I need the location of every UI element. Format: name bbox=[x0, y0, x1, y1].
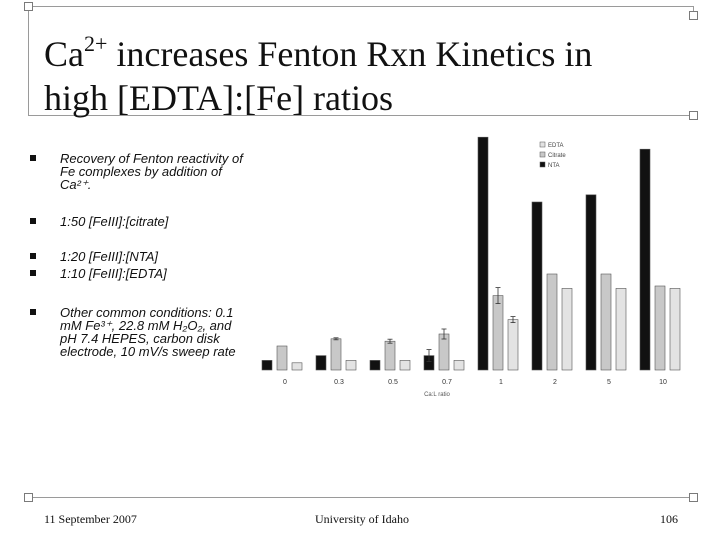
bar-nta-1 bbox=[477, 136, 489, 371]
bullet-text: 1:50 [FeIII]:[citrate] bbox=[60, 214, 169, 229]
frame-divider-line bbox=[28, 115, 694, 116]
footer-institution: University of Idaho bbox=[315, 512, 409, 526]
x-tick-label: 5 bbox=[607, 379, 611, 386]
frame-corner-top-right bbox=[689, 11, 698, 20]
bullet-text: 1:10 [FeIII]:[EDTA] bbox=[60, 266, 167, 281]
bar-citrate-1 bbox=[492, 295, 504, 371]
legend-swatch-nta bbox=[539, 161, 546, 168]
x-axis-label: Ca:L ratio bbox=[424, 392, 450, 398]
bullet-square-icon bbox=[30, 218, 36, 224]
bar-chart: 0 0.3 0.5 0.7 1 2 5 10 Ca:L ratio EDTA Citrate NTA bbox=[250, 128, 700, 413]
x-tick-label: 0 bbox=[283, 379, 287, 386]
bullet-square-icon bbox=[30, 155, 36, 161]
bullet-square-icon bbox=[30, 253, 36, 259]
frame-corner-bottom-right bbox=[689, 493, 698, 502]
bar-nta-5 bbox=[585, 194, 597, 371]
title-text-ca: Ca bbox=[44, 34, 84, 74]
bullet-square-icon bbox=[30, 309, 36, 315]
bullet-text: 1:20 [FeIII]:[NTA] bbox=[60, 249, 159, 264]
x-tick-label: 0.3 bbox=[334, 379, 344, 386]
bullet-square-icon bbox=[30, 270, 36, 276]
legend-label-nta: NTA bbox=[548, 163, 560, 169]
frame-corner-top-left bbox=[24, 2, 33, 11]
chart-svg: 0 0.3 0.5 0.7 1 2 5 10 Ca:L ratio EDTA Citrate NTA bbox=[261, 136, 681, 398]
x-tick-label: 10 bbox=[659, 379, 667, 386]
bar-nta-0.5 bbox=[369, 360, 381, 371]
bar-citrate-0.5 bbox=[384, 340, 396, 371]
bar-nta-10 bbox=[639, 148, 651, 371]
legend-swatch-citrate bbox=[539, 151, 546, 158]
frame-top-line bbox=[28, 6, 694, 7]
bar-nta-2 bbox=[531, 201, 543, 371]
legend-swatch-edta bbox=[539, 141, 546, 148]
title-superscript: 2+ bbox=[84, 31, 108, 56]
bar-edta-0.7 bbox=[453, 360, 465, 371]
footer-page-number: 106 bbox=[660, 512, 678, 526]
bar-citrate-5 bbox=[600, 273, 612, 371]
legend-label-edta: EDTA bbox=[548, 143, 564, 149]
bar-edta-1 bbox=[507, 319, 519, 371]
bullet-text: Other common conditions: 0.1 mM Fe³⁺, 22… bbox=[60, 305, 236, 359]
x-tick-label: 0.7 bbox=[442, 379, 452, 386]
bar-nta-0 bbox=[261, 360, 273, 371]
frame-corner-divider-right bbox=[689, 111, 698, 120]
x-tick-label: 1 bbox=[499, 379, 503, 386]
bullet-text: Recovery of Fenton reactivity of Fe comp… bbox=[60, 151, 243, 192]
bar-nta-0.3 bbox=[315, 355, 327, 371]
title-line-2: high [EDTA]:[Fe] ratios bbox=[44, 78, 394, 118]
legend-label-citrate: Citrate bbox=[548, 153, 566, 159]
x-tick-label: 0.5 bbox=[388, 379, 398, 386]
bar-citrate-0.3 bbox=[330, 338, 342, 371]
footer-date: 11 September 2007 bbox=[44, 512, 137, 526]
frame-left-line bbox=[28, 6, 29, 116]
title-text-rest: increases Fenton Rxn Kinetics in bbox=[107, 34, 593, 74]
slide-title: Ca2+ increases Fenton Rxn Kinetics in hi… bbox=[44, 24, 684, 120]
frame-bottom-line bbox=[28, 497, 694, 498]
bar-citrate-2 bbox=[546, 273, 558, 371]
bar-citrate-0 bbox=[276, 345, 288, 371]
bar-edta-0.3 bbox=[345, 360, 357, 371]
bar-edta-2 bbox=[561, 288, 573, 371]
bar-citrate-10 bbox=[654, 285, 666, 371]
frame-corner-bottom-left bbox=[24, 493, 33, 502]
bar-edta-10 bbox=[669, 288, 681, 371]
bar-edta-0.5 bbox=[399, 360, 411, 371]
bar-edta-5 bbox=[615, 288, 627, 371]
x-tick-label: 2 bbox=[553, 379, 557, 386]
bar-edta-0 bbox=[291, 362, 303, 371]
